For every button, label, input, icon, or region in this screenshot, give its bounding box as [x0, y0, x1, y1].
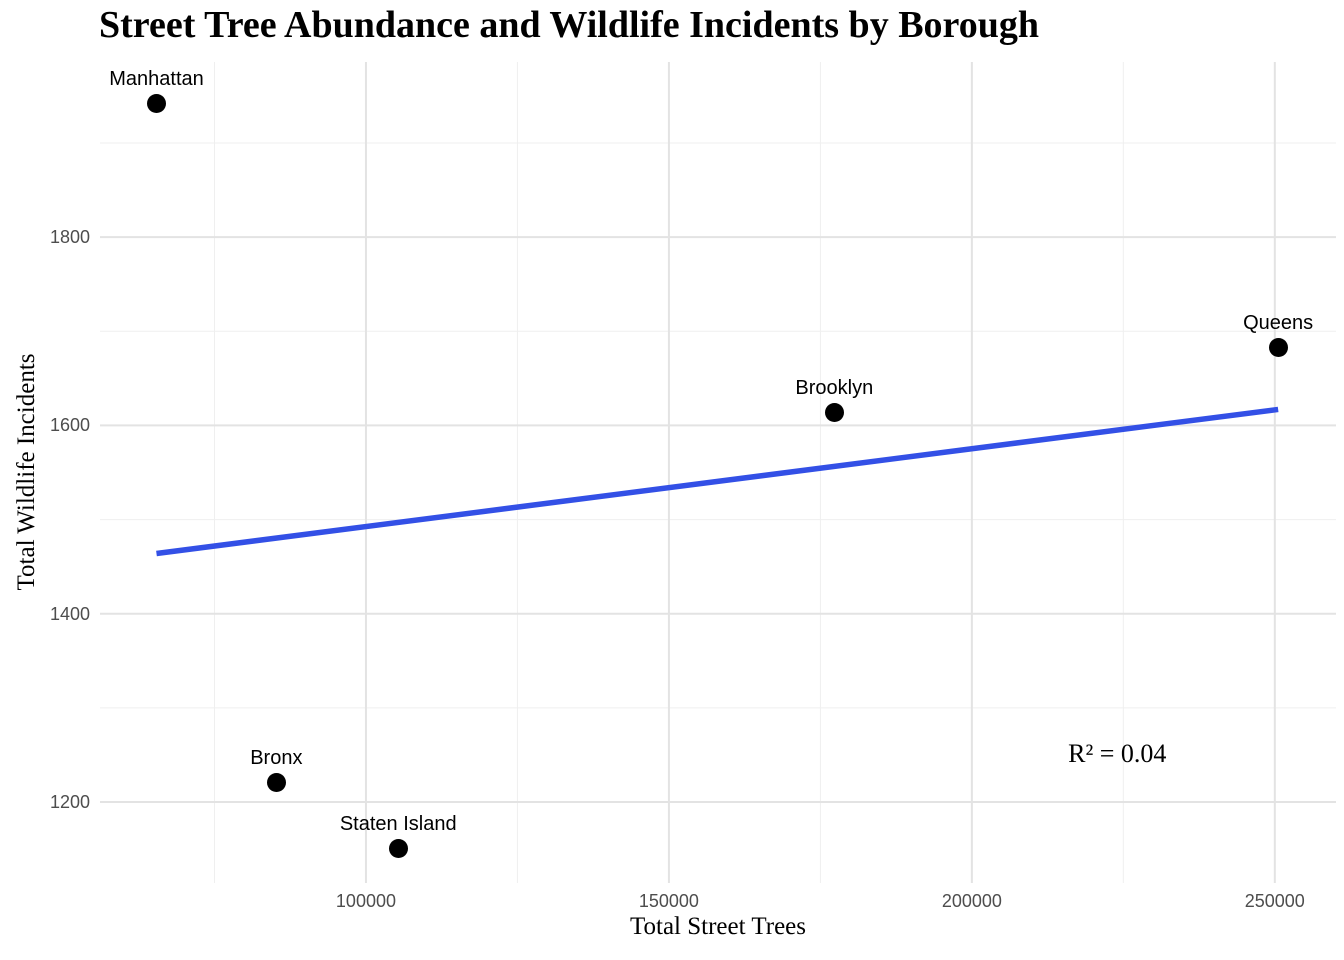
y-tick-label: 1800	[49, 227, 90, 248]
y-tick-label: 1200	[49, 792, 90, 813]
point-label: Bronx	[250, 747, 303, 770]
plot-panel: Manhattan Bronx Staten Island Brooklyn Queen…	[100, 62, 1336, 883]
x-axis-title: Total Street Trees	[629, 913, 806, 940]
r-squared-annotation: R² = 0.04	[1068, 738, 1167, 768]
point-label: Brooklyn	[795, 377, 874, 400]
point-label: Staten Island	[339, 813, 457, 836]
trend-line	[156, 406, 1279, 557]
x-tick-label: 150000	[638, 891, 699, 911]
data-point	[1268, 337, 1288, 357]
data-point	[146, 93, 166, 113]
point-label: Queens	[1243, 312, 1314, 335]
data-point	[388, 838, 408, 858]
data-point	[266, 772, 286, 792]
chart-title: Street Tree Abundance and Wildlife Incid…	[99, 4, 1039, 46]
x-tick-label: 200000	[941, 891, 1002, 911]
y-tick-label: 1400	[49, 603, 90, 624]
grid-svg	[100, 62, 1336, 883]
data-point	[824, 402, 844, 422]
x-tick-label: 250000	[1244, 891, 1305, 911]
x-tick-label: 100000	[335, 891, 396, 911]
y-tick-label: 1600	[49, 415, 90, 436]
point-label: Manhattan	[109, 68, 204, 91]
